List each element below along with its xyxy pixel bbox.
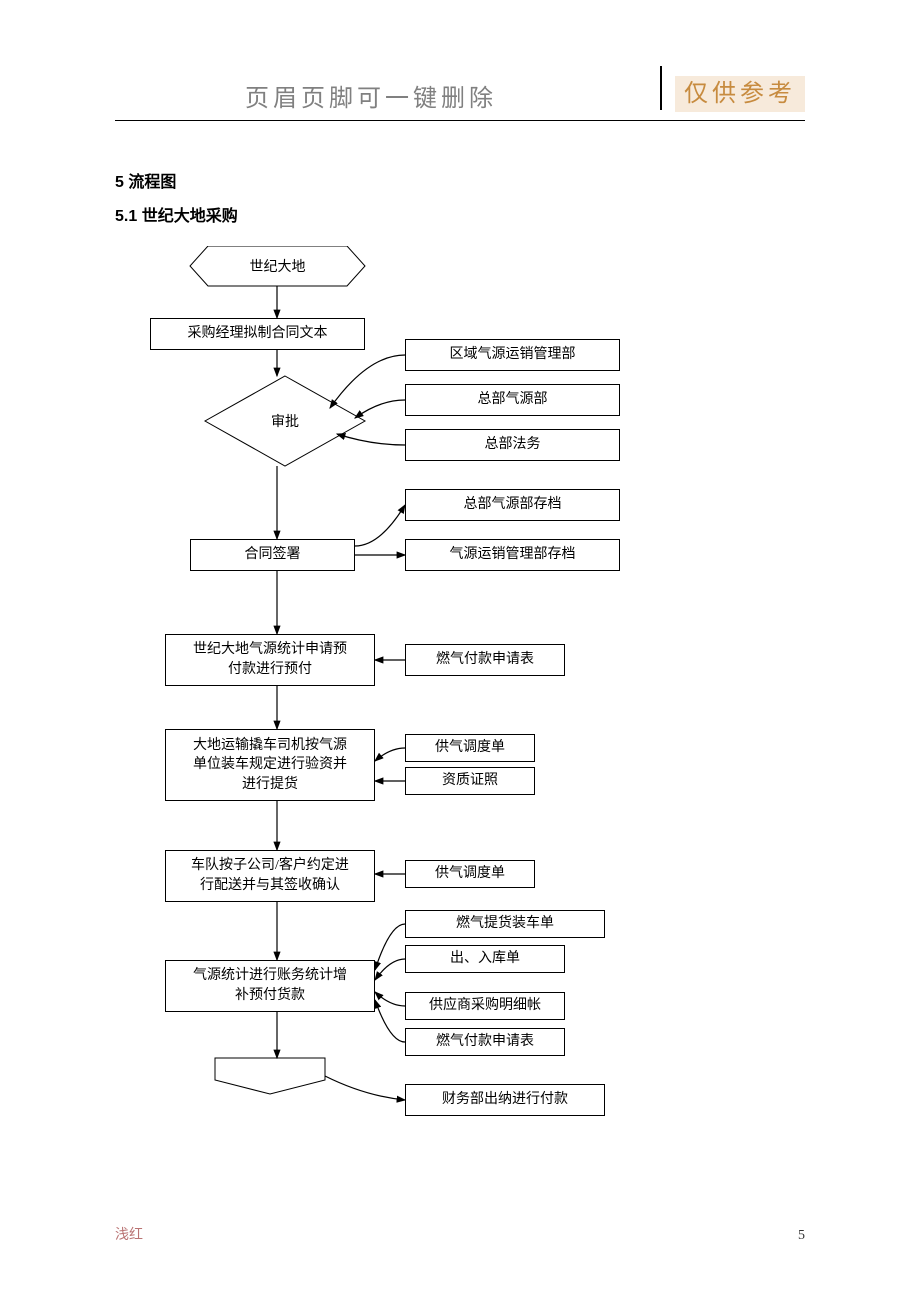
flowchart-node-r8: 财务部出纳进行付款 — [405, 1084, 605, 1116]
flowchart-node-r6: 供气调度单 — [405, 860, 535, 888]
svg-text:审批: 审批 — [271, 414, 299, 430]
section-title: 5 流程图 — [115, 168, 805, 192]
footer-left: 浅红 — [115, 1224, 143, 1244]
flowchart-node-n7: 气源统计进行账务统计增补预付货款 — [165, 960, 375, 1012]
flowchart-node-n1: 采购经理拟制合同文本 — [150, 318, 365, 350]
flowchart-node-r7d: 燃气付款申请表 — [405, 1028, 565, 1056]
page-content: 5 流程图 5.1 世纪大地采购 采购经理拟制合同文本区域气源运销管理部总部气源… — [115, 168, 805, 1196]
footer-right: 5 — [798, 1228, 805, 1244]
flowchart-node-r1a: 区域气源运销管理部 — [405, 339, 620, 371]
document-page: 页眉页脚可一键删除 仅供参考 5 流程图 5.1 世纪大地采购 采购经理拟制合同… — [0, 0, 920, 1302]
flowchart-node-r1c: 总部法务 — [405, 429, 620, 461]
flowchart-node-r7c: 供应商采购明细帐 — [405, 992, 565, 1020]
flowchart-node-r7b: 出、入库单 — [405, 945, 565, 973]
subsection-title: 5.1 世纪大地采购 — [115, 202, 805, 226]
svg-text:世纪大地: 世纪大地 — [250, 259, 306, 275]
flowchart-node-r2b: 气源运销管理部存档 — [405, 539, 620, 571]
flowchart-node-r2a: 总部气源部存档 — [405, 489, 620, 521]
flowchart-node-r5b: 资质证照 — [405, 767, 535, 795]
flowchart: 采购经理拟制合同文本区域气源运销管理部总部气源部总部法务总部气源部存档合同签署气… — [115, 246, 805, 1196]
header-divider — [660, 66, 662, 110]
flowchart-node-n3: 合同签署 — [190, 539, 355, 571]
flowchart-node-n6: 车队按子公司/客户约定进行配送并与其签收确认 — [165, 850, 375, 902]
page-header: 页眉页脚可一键删除 仅供参考 — [115, 70, 805, 121]
flowchart-node-r5a: 供气调度单 — [405, 734, 535, 762]
flowchart-node-r7a: 燃气提货装车单 — [405, 910, 605, 938]
flowchart-node-r4: 燃气付款申请表 — [405, 644, 565, 676]
flowchart-node-r1b: 总部气源部 — [405, 384, 620, 416]
flowchart-node-n5: 大地运输撬车司机按气源单位装车规定进行验资并进行提货 — [165, 729, 375, 801]
header-title: 页眉页脚可一键删除 — [245, 78, 497, 113]
header-badge: 仅供参考 — [675, 76, 805, 112]
flowchart-node-n4: 世纪大地气源统计申请预付款进行预付 — [165, 634, 375, 686]
